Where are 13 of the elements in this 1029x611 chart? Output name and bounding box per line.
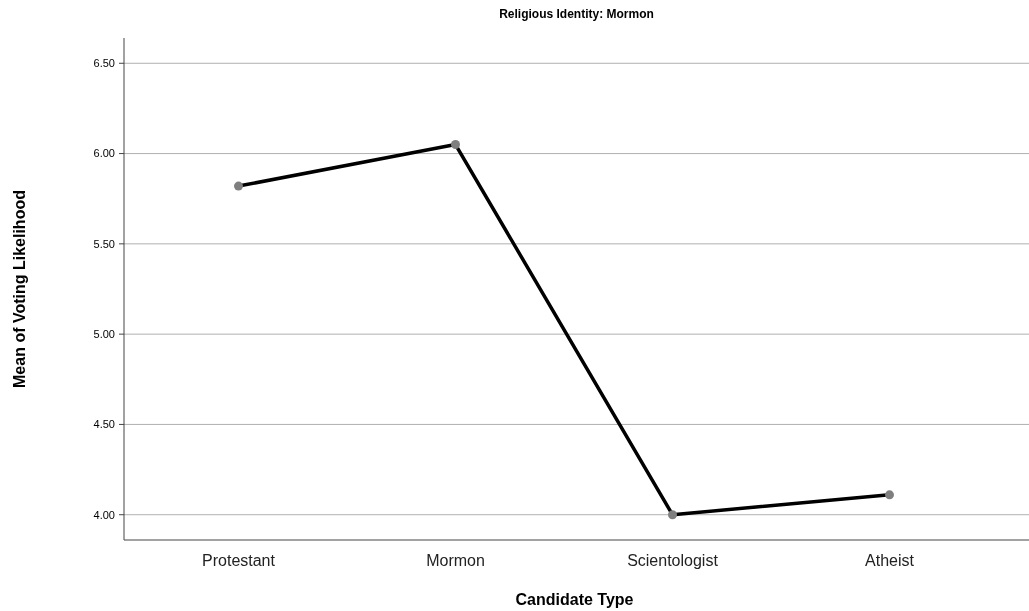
x-axis-title: Candidate Type [515,591,634,608]
y-axis-title: Mean of Voting Likelihood [11,190,28,388]
y-tick-label: 5.00 [93,327,115,340]
y-tick-label: 6.50 [93,57,115,70]
y-tick-label: 4.50 [93,418,115,431]
x-tick-label: Mormon [426,552,485,569]
x-tick-label: Protestant [202,552,276,569]
chart-title: Religious Identity: Mormon [499,7,654,21]
x-tick-label: Scientologist [627,552,719,569]
x-tick-label: Atheist [865,552,915,569]
y-tick-label: 5.50 [93,237,115,250]
y-tick-label: 4.00 [93,508,115,521]
y-tick-label: 6.00 [93,147,115,160]
